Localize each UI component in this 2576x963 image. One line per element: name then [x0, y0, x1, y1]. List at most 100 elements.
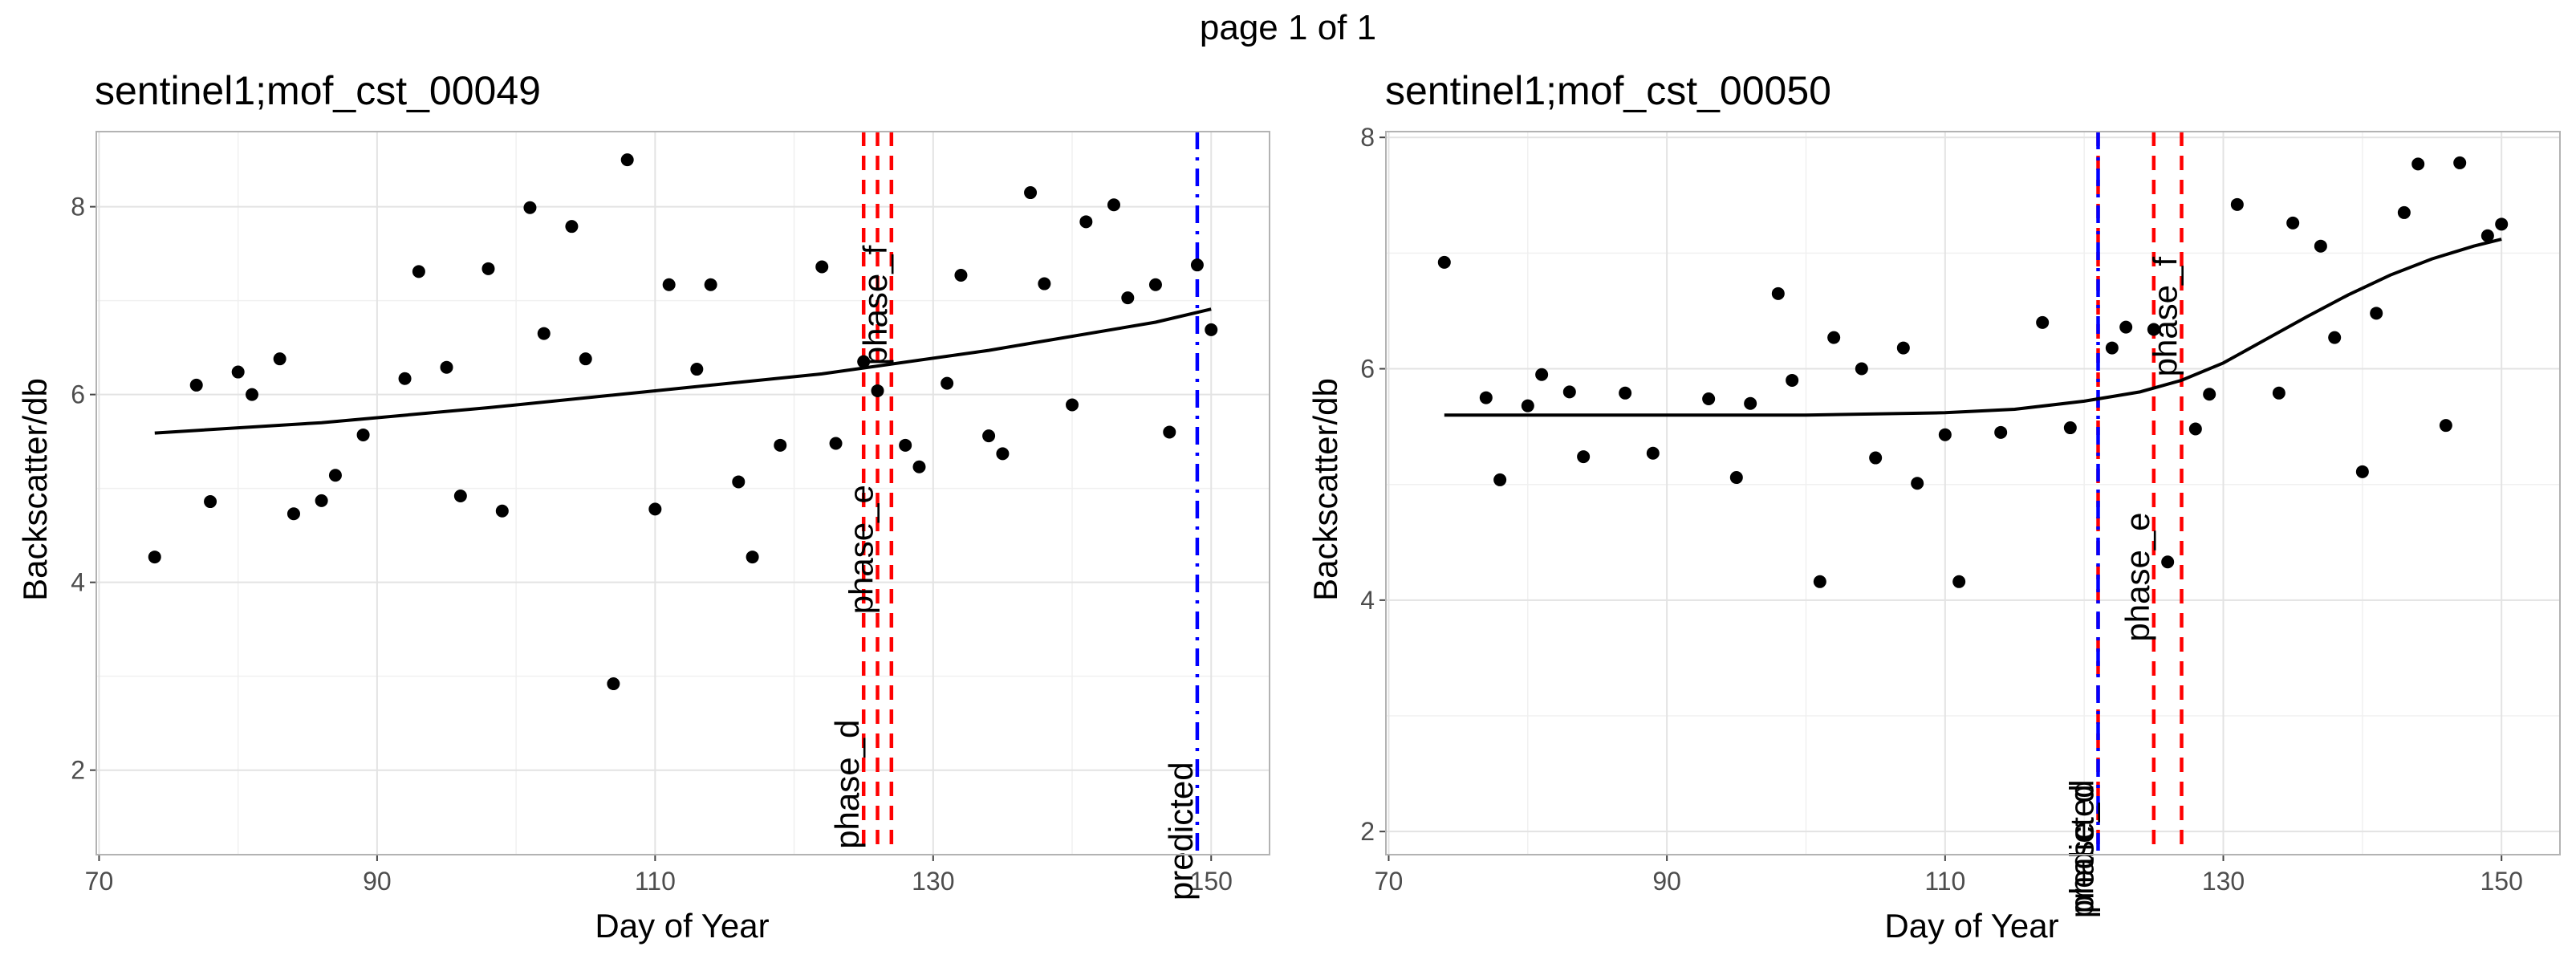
panel-2-x-tick-label: 150 [2481, 867, 2523, 896]
panel-2-data-point [1994, 425, 2008, 439]
panel-1-data-point [537, 327, 551, 340]
panel-1-data-point [231, 365, 245, 379]
panel-1-data-point [286, 507, 300, 521]
panel-2-data-point [1479, 391, 1493, 404]
panel-2-vline-label-predicted: predicted [2063, 779, 2101, 918]
panel-1-data-point [829, 437, 843, 450]
panel-1-data-point [746, 551, 759, 564]
panel-1-x-tick-label: 130 [912, 867, 954, 896]
panel-1-x-tick-label: 150 [1190, 867, 1233, 896]
panel-2-x-tick-label: 90 [1652, 867, 1681, 896]
panel-1-data-point [607, 677, 620, 691]
panel-2-data-point [2188, 422, 2202, 436]
panel-1-data-point [412, 265, 425, 278]
panel-2-data-point [2481, 229, 2494, 242]
panel-1-data-point [1205, 323, 1218, 336]
panel-1-data-point [899, 438, 912, 452]
panel-2-data-point [2439, 419, 2452, 433]
panel-1-data-point [453, 490, 467, 503]
panel-1-vline-label-phase_f: phase_f [856, 245, 894, 365]
panel-2-data-point [1771, 286, 1785, 300]
panel-1-data-point [1163, 425, 1176, 439]
panel-1-data-point [148, 551, 161, 564]
panel-2-plot-area [1386, 132, 2560, 855]
panel-2-data-point [1786, 373, 1799, 387]
panel-2-data-point [1827, 331, 1841, 344]
panel-2-data-point [1646, 446, 1660, 460]
panel-1-data-point [246, 388, 259, 401]
panel-2-data-point [2147, 323, 2160, 336]
panel-2-data-point [2411, 157, 2425, 171]
panel-1-fit-line [154, 307, 1212, 435]
panel-2-x-tick-label: 130 [2202, 867, 2245, 896]
panel-1-data-point [1066, 398, 1079, 412]
panel-1-x-tick-label: 70 [85, 867, 114, 896]
panel-2-data-point [1535, 368, 1549, 381]
panel-2-y-axis-title: Backscatter/db [1306, 378, 1344, 601]
panel-1-vline-label-phase_e: phase_e [843, 485, 880, 614]
panel-1: sentinel1;mof_cst_00049 Day of Year Back… [16, 68, 1270, 945]
panel-2-data-point [1869, 451, 1883, 465]
panel-1-y-tick-label: 4 [71, 568, 85, 597]
panel-1-data-point [356, 428, 370, 441]
panel-2-data-point [2453, 156, 2467, 169]
panel-1-data-point [273, 352, 286, 366]
panel-2-data-point [1729, 471, 1743, 485]
panel-2-data-point [1896, 341, 1910, 355]
panel-2-data-point [2328, 331, 2342, 344]
panel-1-data-point [398, 372, 412, 385]
panel-1-data-point [481, 262, 495, 275]
panel-1-data-point [690, 363, 704, 376]
panel-1-plot-area [96, 132, 1270, 855]
panel-2-data-point [2036, 315, 2050, 329]
panel-1-data-point [1107, 198, 1120, 212]
panel-1-data-point [1148, 278, 1162, 291]
panel-1-y-tick-label: 8 [71, 193, 85, 221]
panel-1-vline-label-phase_d: phase_d [828, 720, 866, 849]
panel-2-vline-label-phase_f: phase_f [2147, 257, 2184, 377]
panel-1-title: sentinel1;mof_cst_00049 [95, 68, 541, 113]
panel-2-data-point [2063, 421, 2077, 435]
panel-1-x-tick-label: 90 [363, 867, 392, 896]
panel-2-x-axis-title: Day of Year [1884, 907, 2058, 945]
panel-2-data-point [2495, 217, 2509, 231]
panel-2-y-tick-label: 4 [1360, 586, 1375, 615]
panel-1-y-tick-label: 6 [71, 380, 85, 409]
panel-2-data-point [1855, 362, 1868, 376]
panel-2-data-point [1702, 392, 1716, 406]
panel-1-data-point [857, 355, 871, 368]
panel-1-data-point [954, 269, 968, 282]
panel-1-data-point [315, 494, 328, 507]
panel-2-data-point [1619, 386, 1632, 400]
panel-2-data-point [2105, 341, 2119, 355]
panel-2-y-tick-label: 6 [1360, 355, 1375, 384]
panel-2-data-point [2230, 197, 2244, 211]
panel-2-data-point [2314, 239, 2327, 253]
panel-2-data-point [2397, 205, 2411, 219]
panel-1-x-axis-title: Day of Year [595, 907, 769, 945]
panel-1-data-point [982, 429, 996, 443]
panel-1-data-point [1121, 291, 1135, 305]
panel-2-data-point [1437, 255, 1451, 269]
panel-1-y-axis-title: Backscatter/db [16, 378, 54, 601]
panel-2-vline-label-phase_e: phase_e [2119, 512, 2156, 641]
panel-2-vline-label-phase_d: phase_d [2063, 784, 2101, 913]
panel-2-data-point [1952, 575, 1966, 588]
panel-1-data-point [1038, 277, 1051, 291]
panel-2-data-point [1813, 575, 1826, 588]
panel-1-data-point [204, 495, 217, 509]
panel-2-data-point [2119, 320, 2133, 334]
panel-1-border [95, 131, 1270, 855]
panel-2-data-point [1744, 396, 1757, 410]
panel-1-vline-label-predicted: predicted [1162, 762, 1200, 900]
panel-2-data-point [1911, 477, 1924, 490]
panel-1-data-point [941, 376, 954, 390]
panel-2-data-point [2286, 216, 2300, 230]
panel-2-border [1385, 131, 2561, 855]
panel-2-data-point [2370, 307, 2383, 320]
panel-1-data-point [495, 504, 509, 518]
panel-1-data-point [996, 447, 1010, 461]
panel-2-data-point [2272, 386, 2285, 400]
panel-2-y-tick-label: 8 [1360, 123, 1375, 152]
panel-2-data-point [2203, 388, 2216, 401]
